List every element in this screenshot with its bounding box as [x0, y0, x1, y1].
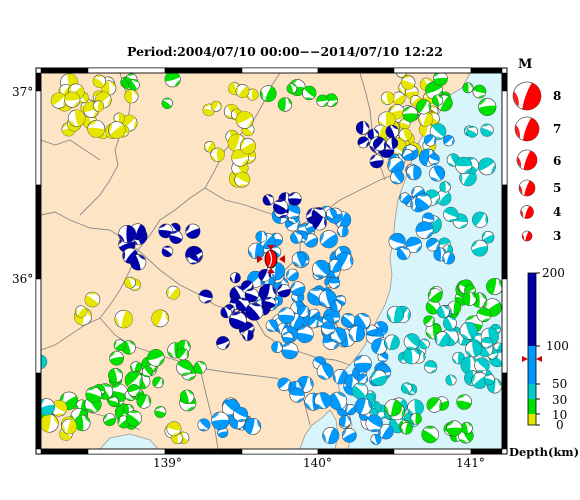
magnitude-legend-header: M — [518, 57, 532, 72]
magnitude-label-4: 4 — [553, 205, 561, 219]
depth-unit-label: Depth(km) — [509, 445, 579, 459]
depth-tick-100: 100 — [546, 339, 569, 353]
depth-band-10-30 — [528, 399, 536, 414]
magnitude-label-8: 8 — [553, 89, 561, 103]
lon-label-141: 141° — [456, 456, 485, 470]
depth-band-30-50 — [528, 384, 536, 399]
depth-marker-right — [536, 356, 542, 362]
bay-area-west — [99, 433, 159, 449]
depth-tick-0: 0 — [556, 418, 564, 432]
magnitude-label-5: 5 — [553, 181, 561, 195]
depth-band-50-100 — [528, 346, 536, 384]
depth-marker-left — [522, 356, 528, 362]
magnitude-label-6: 6 — [553, 154, 561, 168]
earthquake-mechanisms — [41, 73, 502, 445]
main-event-mechanism — [257, 245, 285, 273]
lat-label-37: 37° — [12, 85, 33, 99]
lon-label-139: 139° — [153, 456, 182, 470]
depth-band-0-10 — [528, 414, 536, 425]
depth-scale: 200 100 50 30 10 0 Depth(km) — [509, 266, 579, 459]
magnitude-label-3: 3 — [553, 229, 561, 243]
depth-tick-200: 200 — [542, 266, 565, 280]
magnitude-label-7: 7 — [553, 122, 561, 136]
lat-label-36: 36° — [12, 272, 33, 286]
depth-band-100-200 — [528, 273, 536, 346]
depth-tick-10: 10 — [552, 408, 567, 422]
map-title: Period:2004/07/10 00:00−−2014/07/10 12:2… — [127, 44, 443, 59]
map-frame — [35, 67, 508, 455]
magnitude-legend: M 8 7 6 5 4 3 — [512, 57, 561, 243]
depth-tick-50: 50 — [552, 377, 567, 391]
depth-tick-30: 30 — [552, 393, 567, 407]
lon-label-140: 140° — [303, 456, 332, 470]
